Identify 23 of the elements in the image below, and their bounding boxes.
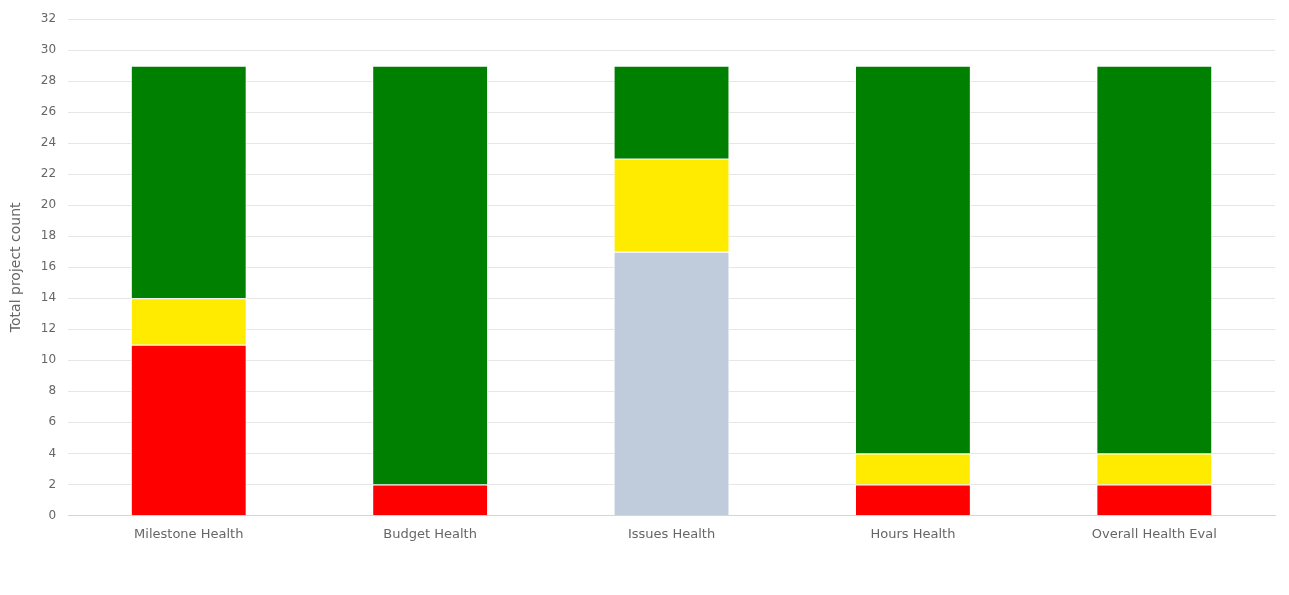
x-tick-label: Overall Health Eval — [1091, 525, 1217, 541]
y-tick-label: 28 — [40, 73, 57, 88]
y-tick-label: 32 — [40, 11, 57, 26]
y-tick-label: 22 — [40, 166, 57, 181]
y-tick-label: 18 — [40, 228, 57, 243]
x-tick-label: Hours Health — [870, 525, 956, 541]
x-tick-label: Budget Health — [383, 525, 477, 541]
y-axis-title: Total project count — [7, 201, 24, 334]
y-tick-label: 10 — [40, 352, 57, 367]
y-tick-label: 24 — [40, 135, 57, 150]
y-tick-label: 12 — [40, 321, 57, 336]
y-tick-label: 20 — [40, 197, 57, 212]
y-tick-label: 30 — [40, 42, 57, 57]
x-tick-label: Issues Health — [627, 525, 716, 541]
y-tick-label: 4 — [48, 445, 57, 460]
y-tick-label: 6 — [48, 414, 57, 429]
y-tick-label: 0 — [48, 507, 57, 522]
y-tick-label: 8 — [48, 383, 57, 398]
y-tick-label: 16 — [40, 259, 57, 274]
y-tick-label: 14 — [40, 290, 57, 305]
y-tick-label: 26 — [40, 104, 57, 119]
y-tick-label: 2 — [48, 476, 57, 491]
x-tick-label: Milestone Health — [134, 525, 244, 541]
